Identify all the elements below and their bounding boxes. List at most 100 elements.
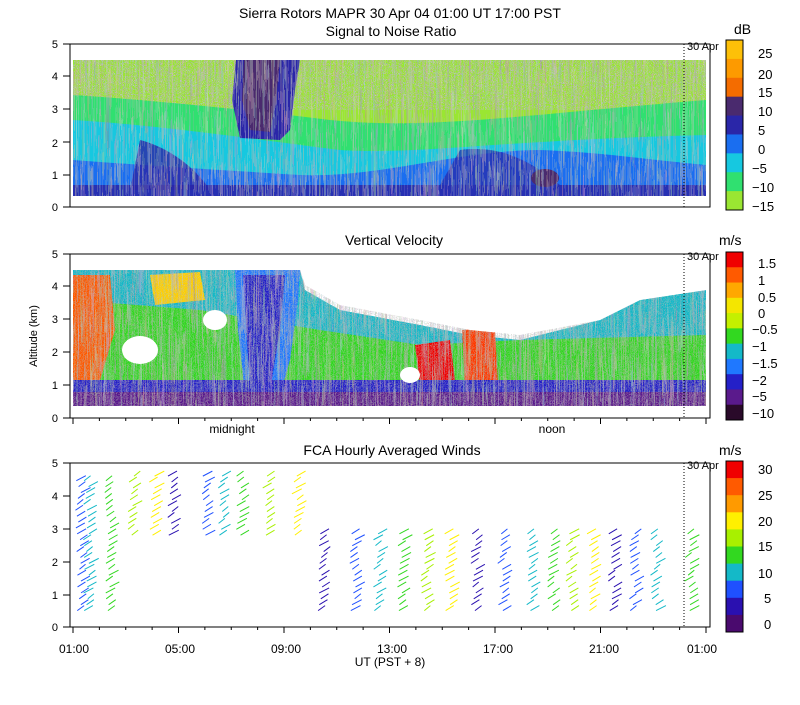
wind-barb [321,581,331,588]
wind-barb [549,557,559,564]
winds-ytick-3: 3 [52,524,58,536]
wind-barb [318,563,326,570]
wind-barb [502,575,511,582]
midnight-label: midnight [209,422,255,436]
figure-title: Sierra Rotors MAPR 30 Apr 04 01:00 UT 17… [239,5,561,21]
wind-barb [88,528,98,535]
wind-barb [550,528,558,535]
wind-barb [151,506,162,512]
wind-barb [320,528,330,535]
wind-barb [150,494,161,501]
wind-barb [76,510,86,517]
wind-barb [445,575,455,582]
wind-barb [611,593,622,600]
wind-barb [424,546,432,552]
wind-barb [265,500,273,507]
wind-barb [323,546,331,552]
wind-barb [266,470,275,477]
wind-barb [475,563,486,570]
wind-barb [86,522,96,529]
winds-cbar-tick-0: 0 [764,617,771,632]
wind-barb [450,581,461,588]
wind-barb [376,587,387,594]
wind-barb [474,605,482,611]
snr-ytick-5: 5 [52,39,58,51]
wind-barb [351,528,360,535]
wind-barb [108,599,117,606]
wind-barb [402,534,413,541]
wind-barb [471,599,480,606]
wind-barb [689,563,700,570]
wind-barb [127,517,137,524]
vv-colorbar: m/s 1.5 1 0.5 0 −0.5 −1 −1.5 −2 −5 −10 [719,232,778,421]
wind-barb [472,581,480,588]
wind-barb [106,546,115,552]
wind-barb [569,534,580,541]
wind-barb [552,534,560,541]
wind-barb [295,506,306,512]
wind-barb [655,599,664,606]
wind-barb [240,529,250,536]
wind-barb [690,540,698,547]
wind-barb [609,605,619,612]
vv-colorbar-swatch-6 [726,343,743,360]
wind-barb [293,523,301,530]
wind-barb [132,500,143,507]
vv-y-ticks [63,253,70,419]
winds-ytick-4: 4 [52,491,58,503]
wind-barb [448,540,458,547]
wind-barb [86,487,96,493]
wind-barb [219,488,230,495]
wind-barb [612,587,622,594]
wind-barb [351,599,362,606]
vv-colorbar-swatch-8 [726,374,743,390]
wind-barb [108,534,118,541]
wind-barb [294,529,302,536]
wind-barb [651,587,660,594]
wind-barb [586,528,597,535]
snr-cbar-tick-25: 25 [758,46,772,61]
wind-barb [167,470,178,477]
winds-cbar-tick-15: 15 [758,539,772,554]
wind-barb [201,488,209,495]
winds-colorbar-swatch-9 [726,614,743,633]
wind-barb [569,587,579,594]
wind-barb [613,563,623,570]
wind-barb [152,517,163,524]
wind-barb [105,504,113,511]
wind-barb [655,552,663,558]
snr-marker-label: 30 Apr [687,41,719,53]
wind-barb [592,575,601,582]
vv-colorbar-swatch-0 [726,252,743,268]
vv-panel: Vertical Velocity [28,232,778,436]
wind-barb [498,599,508,606]
wind-barb [88,481,99,488]
wind-barb [378,569,388,576]
wind-barb [589,605,597,612]
wind-barb [239,512,250,518]
wind-barb [634,575,645,582]
wind-barb [590,593,601,600]
wind-barb [501,593,510,600]
wind-barb [168,529,179,536]
wind-barb [687,569,695,576]
wind-barb [445,605,455,612]
wind-barb [349,557,360,564]
wind-barb [448,557,458,564]
winds-y-axis: 0 1 2 3 4 5 [52,458,58,634]
wind-barb [565,540,574,547]
wind-barb [317,605,326,612]
wind-barb [105,587,116,594]
vv-ytick-3: 3 [52,314,58,326]
wind-barb [153,500,164,507]
wind-barb [266,494,275,501]
wind-barb [104,487,112,493]
wind-barb [631,563,639,570]
vv-colorbar-swatch-7 [726,358,743,375]
winds-colorbar-swatch-3 [726,512,743,530]
vv-colorbar-swatch-9 [726,389,743,406]
wind-barb [497,557,505,564]
wind-barb [105,575,114,582]
wind-barb [353,587,363,594]
wind-barb [76,498,84,505]
